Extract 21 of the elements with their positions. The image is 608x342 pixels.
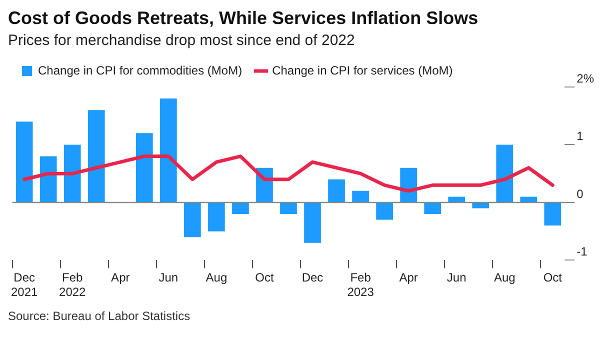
x-tick-label: Oct bbox=[255, 270, 274, 285]
y-tick-label: 2% bbox=[576, 71, 594, 86]
legend-label: Change in CPI for services (MoM) bbox=[272, 63, 453, 78]
x-tick-label: Jun bbox=[158, 270, 178, 285]
x-tick-label: Aug bbox=[206, 270, 228, 285]
x-tick-label: Apr bbox=[111, 270, 130, 285]
x-tick-label: Feb 2023 bbox=[347, 270, 374, 300]
y-tick-label: 0 bbox=[576, 186, 584, 201]
chart-title: Cost of Goods Retreats, While Services Inflation Slows bbox=[8, 8, 480, 28]
y-tick-label: 1 bbox=[576, 129, 584, 144]
source-note: Source: Bureau of Labor Statistics bbox=[8, 309, 192, 323]
y-tick-label: -1 bbox=[576, 244, 588, 259]
x-tick-label: Dec 2021 bbox=[10, 270, 38, 300]
x-tick-label: Oct bbox=[543, 270, 563, 285]
chart-subtitle: Prices for merchandise drop most since end of 2022 bbox=[8, 31, 356, 51]
x-tick-label: Jun bbox=[446, 270, 466, 285]
x-tick-label: Apr bbox=[399, 270, 418, 285]
x-tick-label: Aug bbox=[494, 270, 516, 285]
legend-label: Change in CPI for commodities (MoM) bbox=[38, 63, 242, 78]
x-tick-label: Dec bbox=[302, 270, 324, 285]
x-tick-label: Feb 2022 bbox=[59, 270, 86, 300]
